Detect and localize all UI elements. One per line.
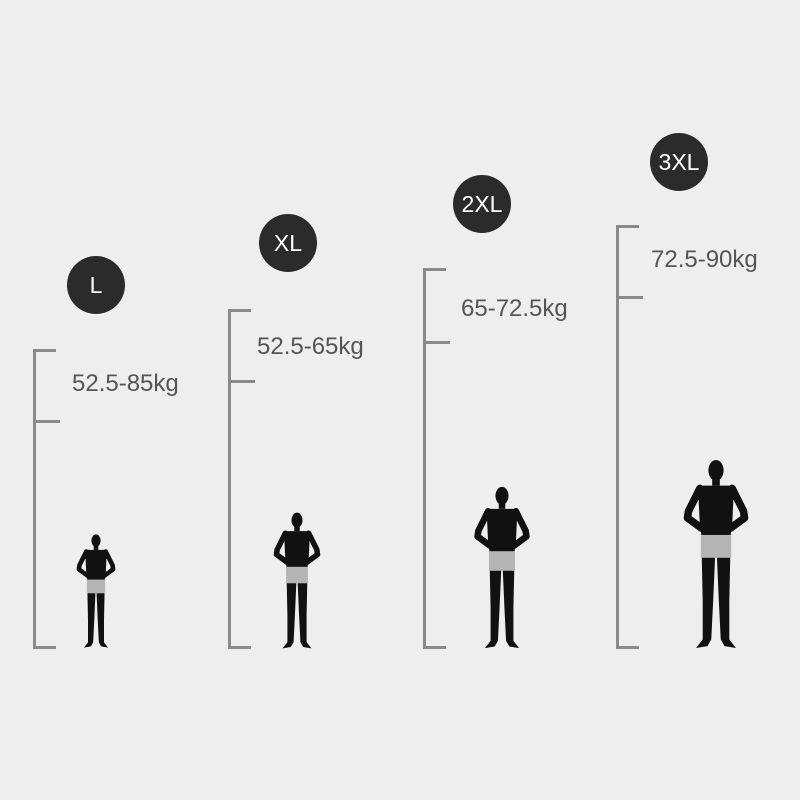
bracket-tick <box>423 341 450 344</box>
height-bracket-xl <box>228 309 231 649</box>
size-badge-2xl: 2XL <box>453 175 511 233</box>
height-bracket-l <box>33 349 36 649</box>
weight-range-2xl: 65-72.5kg <box>461 295 568 322</box>
bracket-tick <box>228 309 251 312</box>
bracket-tick <box>33 420 60 423</box>
person-silhouette-3xl <box>682 459 750 649</box>
bracket-tick <box>616 225 639 228</box>
bracket-tick <box>33 646 56 649</box>
weight-range-3xl: 72.5-90kg <box>651 246 758 273</box>
weight-range-l: 52.5-85kg <box>72 370 179 397</box>
person-silhouette-2xl <box>473 486 531 649</box>
bracket-tick <box>33 349 56 352</box>
bracket-tick <box>228 380 255 383</box>
height-bracket-2xl <box>423 268 426 649</box>
person-silhouette-xl <box>273 512 321 649</box>
person-silhouette-l <box>76 533 116 649</box>
height-bracket-3xl <box>616 225 619 649</box>
bracket-tick <box>423 646 446 649</box>
bracket-tick <box>228 646 251 649</box>
size-badge-xl: XL <box>259 214 317 272</box>
bracket-tick <box>616 646 639 649</box>
bracket-tick <box>423 268 446 271</box>
weight-range-xl: 52.5-65kg <box>257 333 364 360</box>
bracket-tick <box>616 296 643 299</box>
size-badge-l: L <box>67 256 125 314</box>
size-badge-3xl: 3XL <box>650 133 708 191</box>
